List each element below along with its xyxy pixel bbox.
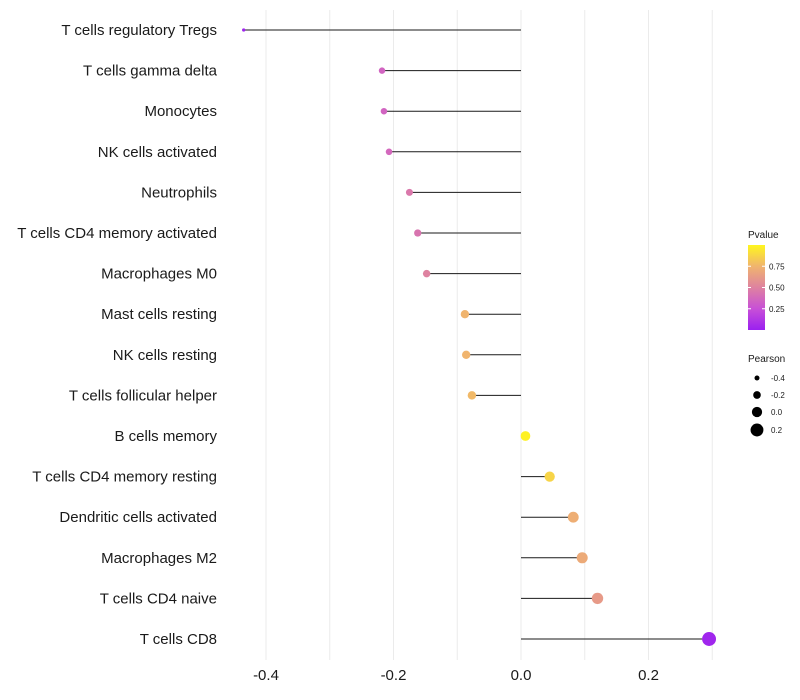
lollipop-point [414,229,422,237]
legend: Pvalue 0.25 0.50 0.75 Pearson -0.4 -0.2 0.0 0.2 [748,230,785,437]
legend-size-key [751,406,763,418]
y-category-label: T cells CD4 naive [100,590,217,607]
gridlines [265,10,713,660]
x-axis-ticks: -0.4 -0.2 0.0 0.2 [253,667,659,684]
y-category-label: Monocytes [144,103,217,120]
legend-color-tick-label: 0.75 [769,262,785,271]
y-category-label: B cells memory [114,428,217,445]
x-tick-label: 0.2 [638,667,659,684]
lollipop-point [460,310,470,319]
lollipop-point [380,107,388,115]
legend-size-label: -0.2 [771,391,785,400]
y-category-label: Macrophages M0 [101,266,217,283]
y-category-label: Dendritic cells activated [59,509,217,526]
y-category-label: T cells CD4 memory activated [17,225,217,242]
y-category-label: T cells follicular helper [69,387,217,404]
y-category-label: T cells gamma delta [83,63,218,80]
lollipop-point [567,511,579,523]
lollipop-point [422,269,431,278]
x-tick-label: 0.0 [511,667,532,684]
lollipop-point [591,592,604,605]
lollipop-point [405,188,413,196]
x-tick-label: -0.2 [381,667,407,684]
lollipop-point [467,391,477,400]
legend-colorbar [748,245,765,330]
lollipop-point [544,471,555,482]
y-category-label: Macrophages M2 [101,550,217,567]
legend-color-tick-label: 0.50 [769,284,785,293]
lollipop-point [702,632,717,646]
legend-size-key [753,391,761,399]
legend-size-label: -0.4 [771,374,785,383]
y-category-label: T cells CD8 [140,631,217,648]
legend-color-title: Pvalue [748,230,779,241]
y-category-label: T cells CD4 memory resting [32,469,217,486]
data-rows: T cells regulatory Tregs T cells gamma de… [17,22,717,648]
legend-color-tick-label: 0.25 [769,305,785,314]
lollipop-point [378,67,386,74]
y-category-label: NK cells resting [113,347,217,364]
y-category-label: Mast cells resting [101,306,217,323]
lollipop-point [242,28,246,32]
legend-size-label: 0.0 [771,408,783,417]
x-tick-label: -0.4 [253,667,279,684]
legend-size-label: 0.2 [771,426,783,435]
lollipop-point [520,431,531,441]
y-category-label: NK cells activated [98,144,217,161]
legend-size-key [750,423,764,437]
legend-size-key [754,375,760,381]
y-category-label: T cells regulatory Tregs [61,22,217,39]
legend-size-title: Pearson [748,354,785,365]
lollipop-point [385,148,393,156]
lollipop-point [576,552,588,564]
lollipop-point [461,350,471,359]
y-category-label: Neutrophils [141,184,217,201]
